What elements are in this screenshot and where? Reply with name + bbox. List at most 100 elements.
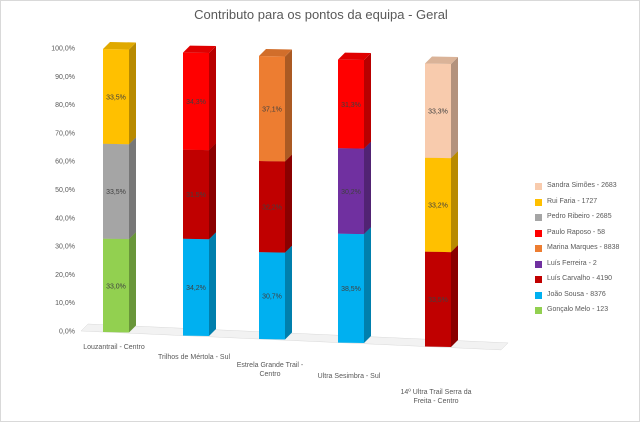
bar-segment-side — [129, 232, 136, 333]
legend-item: Paulo Raposo - 58 — [533, 228, 639, 244]
legend-swatch — [535, 260, 542, 268]
category-label-line: Trilhos de Mértola - Sul — [158, 354, 231, 361]
legend-item: Luís Carvalho - 4190 — [533, 274, 639, 290]
y-tick-label: 60,0% — [55, 159, 75, 166]
data-label: 33,5% — [428, 297, 448, 304]
bar-segment-side — [209, 46, 216, 151]
legend-swatch — [535, 214, 542, 221]
data-label: 30,7% — [262, 294, 282, 301]
bar-segment — [425, 157, 451, 253]
legend-label: Luís Ferreira - 2 — [547, 259, 597, 267]
bar-segment — [259, 161, 285, 253]
data-label: 32,2% — [262, 205, 282, 212]
bar-segment — [259, 56, 285, 162]
bar-segment-top — [425, 56, 458, 64]
legend-swatch — [535, 276, 542, 283]
y-tick-label: 70,0% — [55, 130, 75, 137]
legend-swatch — [535, 291, 542, 299]
category-label-line: 14º Ultra Trail Serra da — [400, 389, 471, 396]
data-label: 33,5% — [106, 189, 126, 196]
category-label-line: Freita - Centro — [413, 398, 458, 405]
legend-label: Rui Faria - 1727 — [547, 197, 598, 205]
data-label: 30,2% — [341, 189, 361, 196]
legend-label: Paulo Raposo - 58 — [547, 228, 605, 236]
data-label: 34,3% — [186, 99, 206, 106]
category-label: Ultra Sesimbra - Sul — [318, 373, 381, 380]
bar-segment — [183, 149, 209, 240]
legend-label: Pedro Ribeiro - 2685 — [547, 213, 612, 220]
legend-label: Sandra Simões - 2683 — [547, 182, 617, 189]
category-label-line: Ultra Sesimbra - Sul — [318, 373, 381, 380]
y-tick-label: 10,0% — [55, 300, 75, 307]
legend-swatch — [535, 183, 542, 190]
legend-label: Luís Carvalho - 4190 — [547, 275, 612, 282]
bar-segment-side — [364, 141, 371, 235]
bar-segment-top — [338, 52, 371, 61]
bar-segment-side — [209, 143, 216, 240]
category-label: Estrela Grande Trail - Centro — [237, 362, 304, 378]
bar-segment — [338, 148, 364, 235]
data-label: 33,5% — [106, 94, 126, 101]
category-label-line: Louzantrail - Centro — [83, 344, 145, 351]
legend-item: João Sousa - 8376 — [533, 290, 639, 306]
bar-segment-top — [103, 41, 136, 50]
y-tick-label: 30,0% — [55, 244, 75, 251]
bar-segment-side — [364, 53, 371, 149]
y-tick-label: 0,0% — [59, 329, 75, 336]
category-label-line: Centro — [259, 371, 280, 378]
category-label: Trilhos de Mértola - Sul — [158, 354, 231, 361]
category-label-line: Estrela Grande Trail - — [237, 362, 304, 369]
legend-item: Sandra Simões - 2683 — [533, 181, 639, 197]
bar-segment — [338, 233, 364, 344]
data-label: 34,2% — [186, 285, 206, 292]
legend-item: Luís Ferreira - 2 — [533, 259, 639, 275]
bar-segment — [259, 252, 285, 340]
bar-segment-side — [451, 151, 458, 253]
y-tick-label: 80,0% — [55, 102, 75, 109]
bar-segment-side — [129, 42, 136, 145]
data-label: 37,1% — [262, 107, 282, 114]
legend-label: Marina Marques - 8838 — [547, 244, 620, 251]
bar-segment — [103, 48, 129, 145]
legend-item: Pedro Ribeiro - 2685 — [533, 212, 639, 228]
bar-segment — [103, 143, 129, 240]
data-label: 31,5% — [186, 192, 206, 199]
legend-swatch — [535, 229, 542, 237]
bar-segment — [103, 238, 129, 333]
bar-segment-side — [285, 245, 292, 340]
legend-swatch — [535, 307, 542, 314]
bar-segment-top — [183, 45, 216, 54]
bar-segment — [183, 238, 209, 337]
data-label: 31,3% — [341, 102, 361, 109]
bar-segment-side — [285, 49, 292, 162]
bar-segment-side — [129, 137, 136, 240]
legend-item: Gonçalo Melo - 123 — [533, 305, 639, 321]
bar-segment-side — [364, 227, 371, 344]
y-tick-label: 50,0% — [55, 187, 75, 194]
y-tick-label: 100,0% — [51, 46, 75, 53]
legend-label: Gonçalo Melo - 123 — [547, 306, 609, 313]
bar-segment — [425, 63, 451, 159]
bar-segment-side — [209, 232, 216, 337]
bar-segment-top — [259, 49, 292, 57]
y-tick-label: 40,0% — [55, 215, 75, 222]
bar-segment — [183, 52, 209, 151]
bar-segment — [425, 251, 451, 347]
y-tick-label: 90,0% — [55, 74, 75, 81]
y-tick-label: 20,0% — [55, 272, 75, 279]
category-label: 14º Ultra Trail Serra da Freita - Centro — [400, 389, 471, 405]
bar-segment-side — [451, 245, 458, 347]
data-label: 33,2% — [428, 203, 448, 210]
legend: Sandra Simões - 2683 Rui Faria - 1727 Pedr… — [533, 181, 639, 321]
legend-swatch — [535, 198, 542, 206]
category-label: Louzantrail - Centro — [83, 344, 145, 351]
legend-item: Marina Marques - 8838 — [533, 243, 639, 259]
bar-segment-side — [451, 56, 458, 159]
data-label: 38,5% — [341, 286, 361, 293]
bar-segment-side — [285, 154, 292, 253]
bar-segment — [338, 59, 364, 149]
legend-item: Rui Faria - 1727 — [533, 197, 639, 213]
legend-swatch — [535, 245, 542, 252]
